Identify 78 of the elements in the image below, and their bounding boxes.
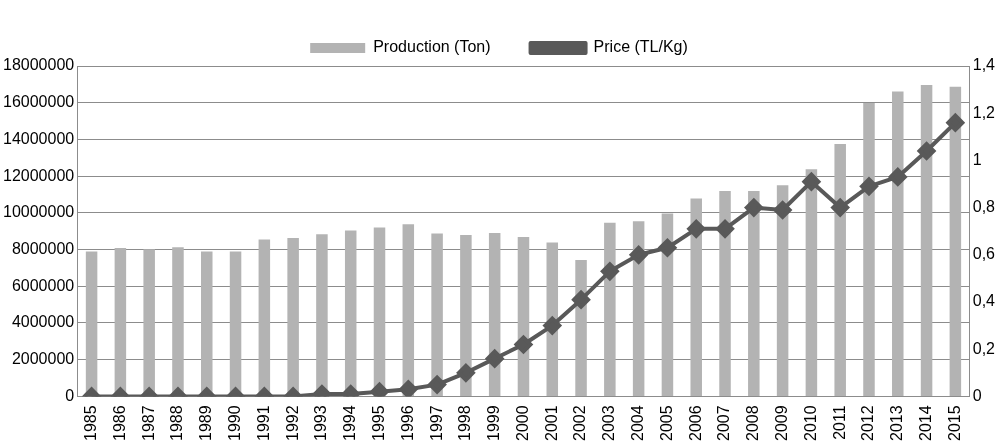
point [773,200,792,219]
x-tick-label: 1988 [168,405,186,441]
x-tick-label: 1991 [254,405,272,441]
point [716,219,735,238]
point [859,177,878,196]
y-tick-label: 0 [65,386,75,404]
y-tick-label: 10000000 [3,203,75,221]
y-tick-label: 12000000 [3,166,75,184]
y2-tick-label: 1 [972,150,982,168]
legend-label: Production (Ton) [373,38,491,56]
x-tick-label: 2009 [773,405,791,441]
x-tick-label: 2002 [571,405,589,441]
x-tick-label: 2008 [744,405,762,441]
bar [920,84,933,396]
y-tick-label: 4000000 [11,313,75,331]
x-tick-label: 2013 [888,405,906,441]
bar [460,235,472,396]
x-tick-label: 2007 [715,405,733,441]
x-tick-label: 1994 [341,405,359,441]
x-tick-label: 1997 [427,405,445,441]
y-tick-label: 16000000 [3,93,75,111]
point [658,238,677,257]
y-tick-label: 6000000 [11,276,75,294]
x-tick-label: 1992 [283,405,301,441]
bar [604,222,616,396]
point [629,245,648,264]
point [600,262,619,281]
x-tick-label: 2011 [830,405,848,440]
x-tick-label: 1989 [197,405,215,441]
point [888,167,907,186]
x-tick-label: 1993 [312,405,330,441]
bar [748,191,760,396]
x-tick-label: 2012 [859,405,877,441]
y2-tick-label: 0,8 [972,198,996,216]
x-tick-label: 1998 [456,405,474,441]
y2-tick-label: 0 [972,386,982,404]
y2-tick-label: 0,4 [972,292,996,310]
bar [690,198,702,396]
x-tick-label: 2015 [945,405,963,441]
point [946,113,965,132]
x-tick-label: 2006 [686,405,704,441]
x-tick-label: 1996 [398,405,416,441]
bar [892,91,904,396]
point [831,198,850,217]
y2-tick-label: 0,2 [972,339,996,357]
x-tick-label: 1987 [139,405,157,441]
x-tick-label: 2005 [657,405,675,441]
bar [834,144,846,396]
y-tick-label: 2000000 [11,350,75,368]
point [370,382,389,397]
x-tick-label: 2000 [513,405,531,441]
legend-label: Price (TL/Kg) [593,38,688,56]
bar [949,86,962,396]
x-tick-label: 2003 [600,405,618,441]
bar [805,169,818,396]
bar [719,191,731,396]
y2-tick-label: 1,2 [972,103,996,121]
x-tick-label: 1995 [369,405,387,441]
x-tick-label: 1999 [485,405,503,441]
y-tick-label: 8000000 [11,239,75,257]
point [802,172,821,191]
x-tick-label: 2010 [801,405,819,441]
point [687,219,706,238]
x-tick-label: 1985 [81,405,99,441]
point [917,141,936,160]
y-tick-label: 14000000 [3,129,75,147]
point [572,290,591,309]
x-tick-label: 2001 [542,405,560,441]
bar [431,233,443,396]
y-tick-label: 18000000 [3,56,75,74]
bar [863,103,875,396]
x-tick-label: 2004 [629,405,647,441]
y2-tick-label: 1,4 [972,56,996,74]
x-tick-label: 1986 [110,405,128,441]
point [744,198,763,217]
x-tick-label: 2014 [916,405,934,441]
x-tick-label: 1990 [225,405,243,441]
y2-tick-label: 0,6 [972,245,996,263]
